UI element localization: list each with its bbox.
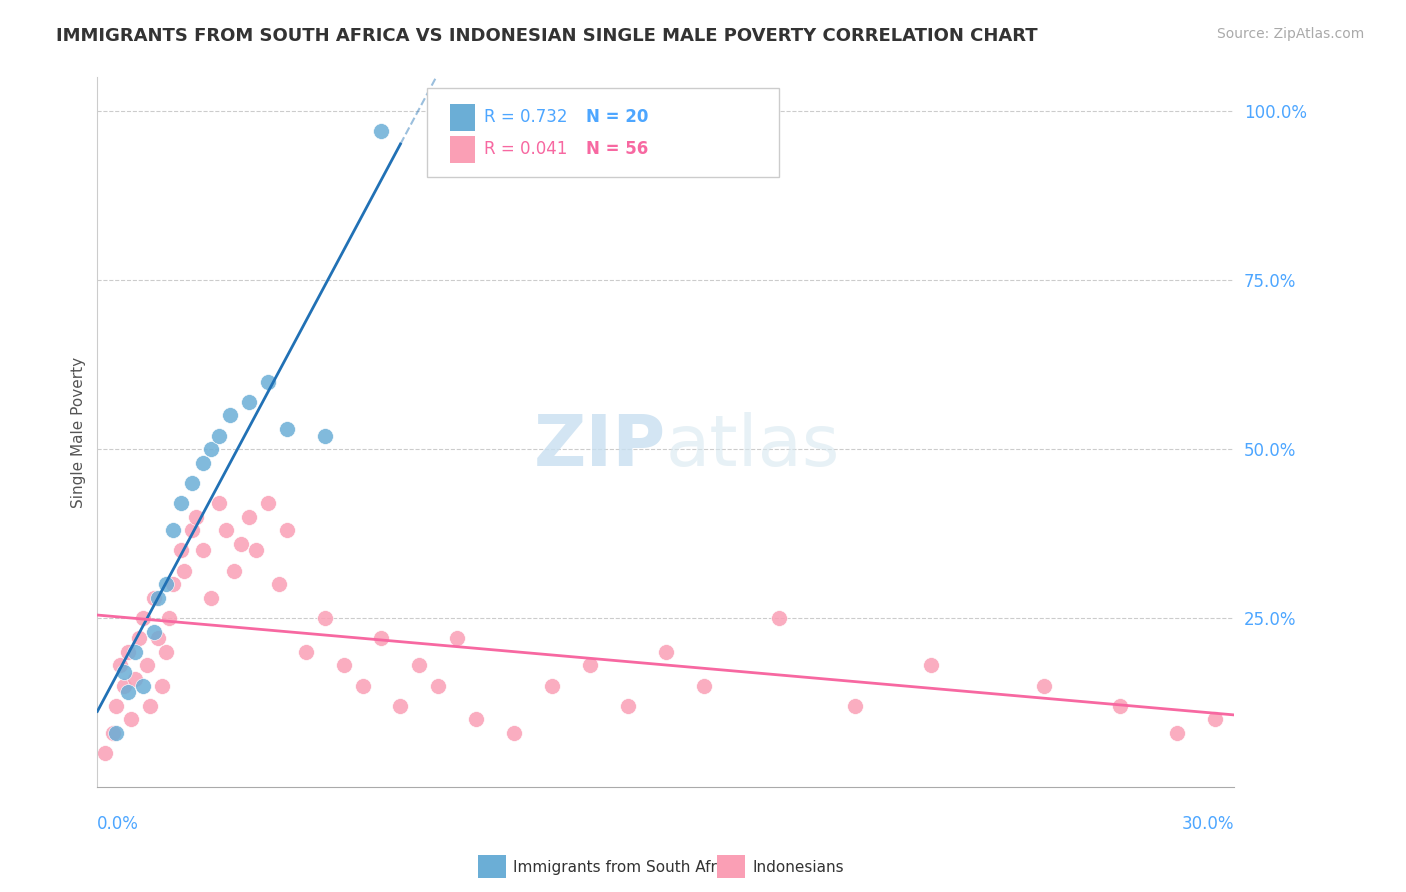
Point xyxy=(150,679,173,693)
Point xyxy=(231,536,253,550)
Point xyxy=(332,658,354,673)
Bar xyxy=(450,136,475,162)
Point xyxy=(173,564,195,578)
Point xyxy=(1204,712,1226,726)
Point xyxy=(207,428,229,442)
Point xyxy=(314,611,336,625)
Point xyxy=(184,509,207,524)
Point xyxy=(446,632,468,646)
Point xyxy=(314,428,336,442)
Text: IMMIGRANTS FROM SOUTH AFRICA VS INDONESIAN SINGLE MALE POVERTY CORRELATION CHART: IMMIGRANTS FROM SOUTH AFRICA VS INDONESI… xyxy=(56,27,1038,45)
Point xyxy=(120,712,142,726)
Point xyxy=(269,577,291,591)
Point xyxy=(170,496,193,510)
Text: Indonesians: Indonesians xyxy=(752,860,844,874)
Point xyxy=(1033,679,1056,693)
Text: R = 0.041: R = 0.041 xyxy=(484,140,567,158)
Point xyxy=(200,442,222,456)
Point xyxy=(143,624,166,639)
Point xyxy=(238,509,260,524)
Point xyxy=(276,523,298,537)
Point xyxy=(215,523,238,537)
Text: Immigrants from South Africa: Immigrants from South Africa xyxy=(513,860,740,874)
Point xyxy=(132,611,155,625)
Point xyxy=(768,611,790,625)
Point xyxy=(181,523,204,537)
Point xyxy=(117,645,139,659)
Point xyxy=(105,698,128,713)
Point xyxy=(408,658,430,673)
Text: N = 56: N = 56 xyxy=(586,140,648,158)
Point xyxy=(920,658,942,673)
Point xyxy=(124,645,146,659)
Point xyxy=(219,409,242,423)
Point xyxy=(132,679,155,693)
Point xyxy=(94,746,117,760)
Point xyxy=(238,394,260,409)
Point xyxy=(370,124,392,138)
Point xyxy=(1166,726,1188,740)
FancyBboxPatch shape xyxy=(427,88,779,177)
Point xyxy=(352,679,374,693)
Point xyxy=(146,591,169,605)
Bar xyxy=(450,103,475,130)
Point xyxy=(124,672,146,686)
Point xyxy=(135,658,157,673)
Point xyxy=(193,456,215,470)
Point xyxy=(844,698,866,713)
Text: R = 0.732: R = 0.732 xyxy=(484,108,567,126)
Text: atlas: atlas xyxy=(665,412,839,481)
Point xyxy=(146,632,169,646)
Point xyxy=(155,645,177,659)
Point xyxy=(181,475,204,490)
Point xyxy=(1109,698,1132,713)
Text: 30.0%: 30.0% xyxy=(1181,815,1234,833)
Point xyxy=(105,726,128,740)
Point xyxy=(162,577,184,591)
Point xyxy=(117,685,139,699)
Point xyxy=(155,577,177,591)
Point xyxy=(427,679,450,693)
Point xyxy=(162,523,184,537)
Point xyxy=(616,698,638,713)
Point xyxy=(193,543,215,558)
Point xyxy=(112,665,135,679)
Point xyxy=(143,591,166,605)
Text: 0.0%: 0.0% xyxy=(97,815,139,833)
Point xyxy=(157,611,180,625)
Point xyxy=(389,698,412,713)
Text: N = 20: N = 20 xyxy=(586,108,648,126)
Point xyxy=(207,496,229,510)
Point xyxy=(654,645,676,659)
Point xyxy=(276,422,298,436)
Point xyxy=(200,591,222,605)
Point xyxy=(370,632,392,646)
Point xyxy=(139,698,162,713)
Point xyxy=(503,726,526,740)
Point xyxy=(256,496,278,510)
Text: ZIP: ZIP xyxy=(533,412,665,481)
Point xyxy=(101,726,124,740)
Point xyxy=(541,679,564,693)
Point xyxy=(108,658,131,673)
Text: Source: ZipAtlas.com: Source: ZipAtlas.com xyxy=(1216,27,1364,41)
Point xyxy=(256,375,278,389)
Point xyxy=(170,543,193,558)
Point xyxy=(465,712,488,726)
Point xyxy=(128,632,150,646)
Point xyxy=(222,564,245,578)
Y-axis label: Single Male Poverty: Single Male Poverty xyxy=(72,357,86,508)
Point xyxy=(112,679,135,693)
Point xyxy=(692,679,714,693)
Point xyxy=(294,645,316,659)
Point xyxy=(579,658,602,673)
Point xyxy=(245,543,267,558)
